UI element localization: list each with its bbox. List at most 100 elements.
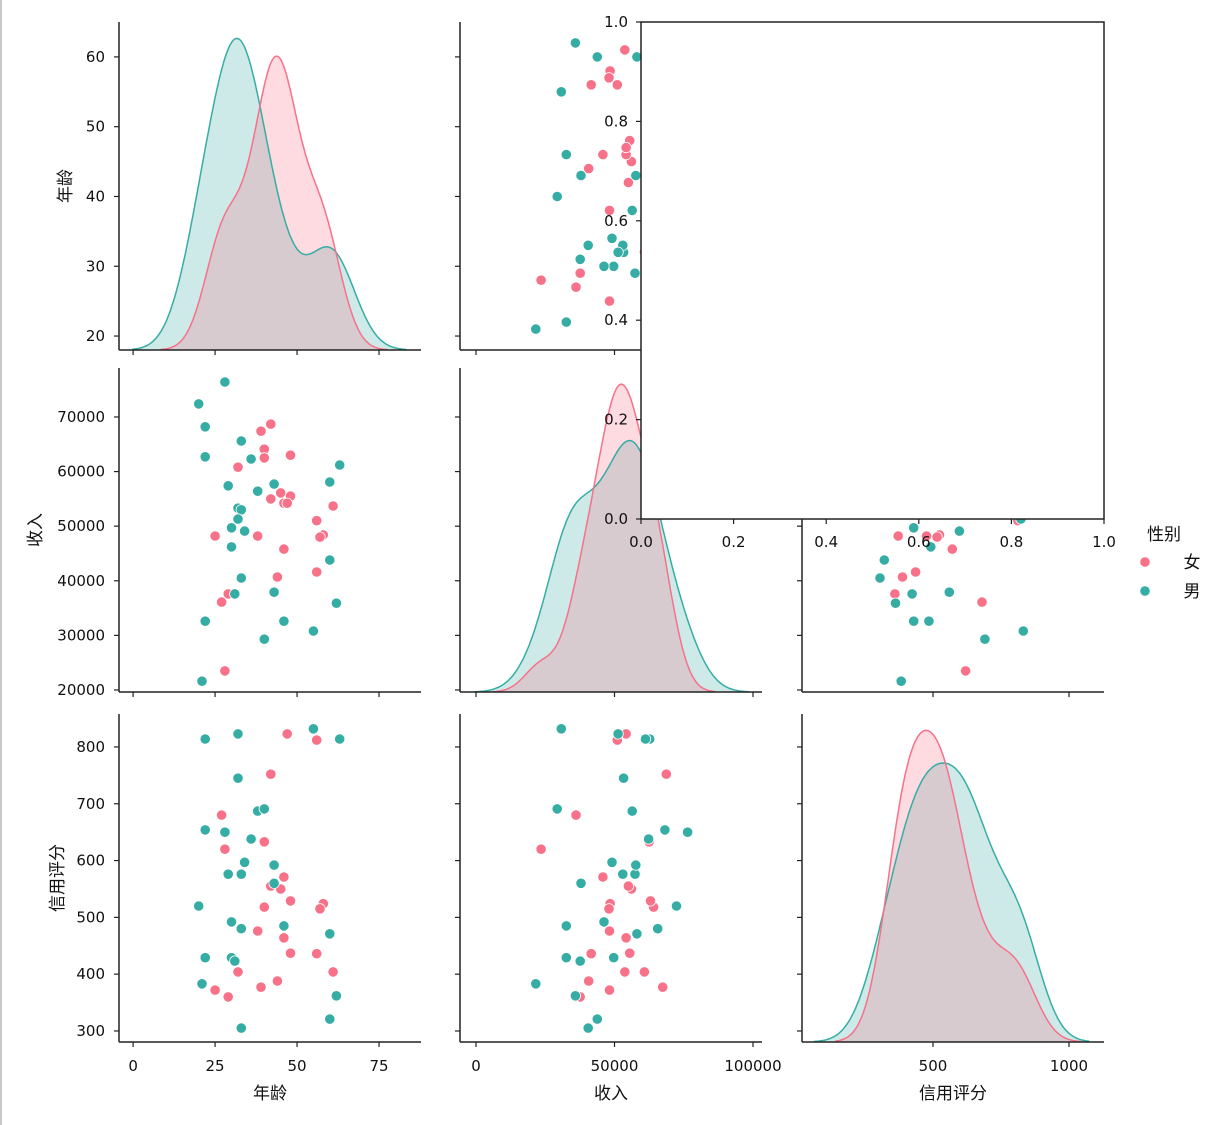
kde-line-男	[132, 37, 407, 351]
scatter-point-女	[620, 932, 632, 944]
legend-label: 女	[1184, 553, 1201, 573]
scatter-point-女	[265, 493, 277, 505]
scatter-point-男	[324, 476, 336, 488]
kde-fill-男	[474, 440, 749, 692]
scatter-point-女	[603, 204, 616, 216]
y-tick-label: 20	[86, 327, 105, 345]
scatter-point-男	[639, 733, 652, 745]
scatter-point-男	[608, 952, 620, 964]
scatter-point-男	[330, 990, 342, 1002]
scatter-point-男	[598, 916, 610, 928]
legend-title: 性别	[1147, 525, 1181, 545]
y-tick-label: 50	[86, 118, 105, 136]
scatter-point-男	[193, 398, 205, 410]
scatter-point-女	[959, 665, 972, 677]
kde-line-女	[492, 383, 715, 693]
scatter-point-女	[622, 176, 635, 189]
scatter-point-男	[659, 824, 671, 836]
scatter-point-女	[278, 543, 290, 555]
scatter-point-男	[530, 978, 542, 990]
scatter-point-男	[307, 723, 319, 735]
y-axis-label-age: 年龄	[56, 169, 76, 203]
scatter-point-女	[657, 981, 669, 993]
scatter-point-男	[608, 260, 620, 272]
scatter-point-女	[271, 571, 283, 583]
scatter-point-女	[603, 925, 616, 937]
scatter-point-女	[896, 571, 909, 583]
scatter-point-男	[652, 923, 664, 935]
panel-age-vs-age: 20 30 40 50 60	[86, 22, 421, 355]
y-tick-label: 50000	[57, 517, 105, 535]
scatter-point-男	[560, 149, 572, 161]
scatter-point-男	[953, 525, 966, 537]
scatter-point-女	[889, 588, 901, 600]
scatter-point-男	[630, 859, 642, 871]
legend-marker-女	[1139, 556, 1151, 568]
scatter-point-男	[258, 803, 270, 815]
scatter-point-男	[199, 615, 211, 627]
scatter-point-女	[597, 149, 609, 161]
y-tick-label: 300	[76, 1022, 105, 1040]
scatter-point-女	[232, 966, 244, 978]
scatter-point-男	[642, 833, 655, 845]
scatter-point-女	[209, 984, 221, 996]
scatter-point-女	[892, 530, 904, 542]
scatter-point-男	[606, 232, 618, 244]
inset-y-tick-label: 0.0	[604, 510, 628, 528]
inset-x-tick-label: 0.6	[907, 533, 931, 551]
scatter-point-女	[314, 903, 326, 915]
scatter-point-男	[591, 1013, 603, 1025]
inset-y-tick-label: 1.0	[604, 13, 628, 31]
y-tick-label: 400	[76, 965, 105, 983]
y-axis-label-credit: 信用评分	[48, 844, 68, 912]
scatter-point-女	[265, 768, 277, 780]
scatter-point-男	[555, 86, 567, 98]
scatter-point-女	[597, 871, 609, 883]
y-tick-label: 60	[86, 48, 105, 66]
x-axis-label-age: 年龄	[253, 1084, 287, 1104]
x-tick-label: 50000	[591, 1057, 639, 1075]
scatter-point-男	[199, 733, 211, 745]
y-tick-label: 30	[86, 257, 105, 275]
scatter-point-男	[606, 856, 618, 868]
scatter-point-女	[638, 966, 651, 978]
scatter-point-男	[232, 772, 244, 784]
panel-credit-vs-credit: 500 1000	[797, 714, 1104, 1075]
scatter-point-女	[265, 418, 277, 430]
scatter-point-女	[920, 530, 933, 542]
scatter-point-男	[196, 978, 208, 990]
x-tick-label: 0	[471, 1057, 481, 1075]
scatter-point-女	[252, 925, 264, 937]
scatter-point-男	[245, 833, 257, 845]
inset-x-tick-label: 0.0	[629, 533, 653, 551]
panel-income-vs-age: 20000 30000 40000 50000 60000 70000	[57, 368, 421, 699]
scatter-point-男	[617, 772, 630, 784]
inset-x-tick-label: 0.2	[722, 533, 746, 551]
x-axis-label-credit: 信用评分	[919, 1084, 987, 1104]
scatter-point-女	[620, 142, 632, 154]
scatter-point-女	[931, 531, 943, 543]
scatter-point-女	[252, 530, 264, 542]
y-tick-label: 800	[76, 738, 105, 756]
y-tick-label: 600	[76, 852, 105, 870]
scatter-point-男	[199, 421, 211, 433]
scatter-point-男	[560, 316, 572, 328]
scatter-point-男	[575, 169, 587, 182]
scatter-point-男	[324, 1013, 336, 1025]
scatter-point-男	[598, 260, 610, 272]
scatter-point-女	[284, 895, 297, 907]
scatter-point-男	[219, 826, 231, 838]
scatter-point-男	[612, 728, 624, 740]
panel-credit-vs-age: 0 25 50 75 300 400 500 600 700 800	[76, 714, 421, 1075]
scatter-point-女	[570, 281, 582, 293]
scatter-point-男	[324, 928, 336, 940]
scatter-point-男	[530, 323, 542, 335]
scatter-point-男	[199, 824, 211, 836]
scatter-point-男	[193, 900, 205, 912]
scatter-point-男	[574, 253, 586, 265]
scatter-point-男	[555, 723, 567, 735]
scatter-point-男	[222, 868, 234, 880]
scatter-point-男	[258, 633, 270, 645]
